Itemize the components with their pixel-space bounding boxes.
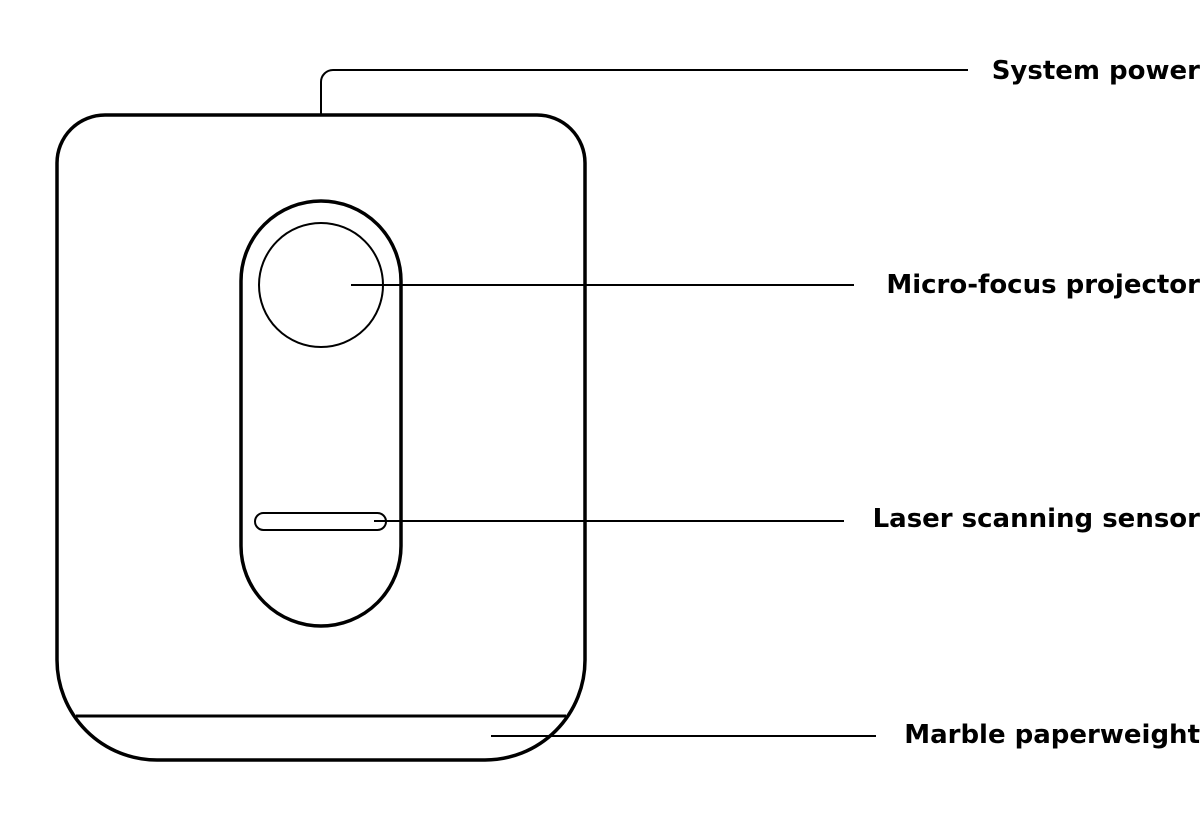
projector-label: Micro-focus projector [886,270,1200,300]
system-power-label: System power [991,56,1200,86]
paperweight-label: Marble paperweight [904,720,1200,750]
sensor-slot [254,512,387,531]
device-body [55,113,587,762]
front-panel [239,199,403,628]
sensor-label: Laser scanning sensor [872,504,1200,534]
power-cable [320,69,968,115]
